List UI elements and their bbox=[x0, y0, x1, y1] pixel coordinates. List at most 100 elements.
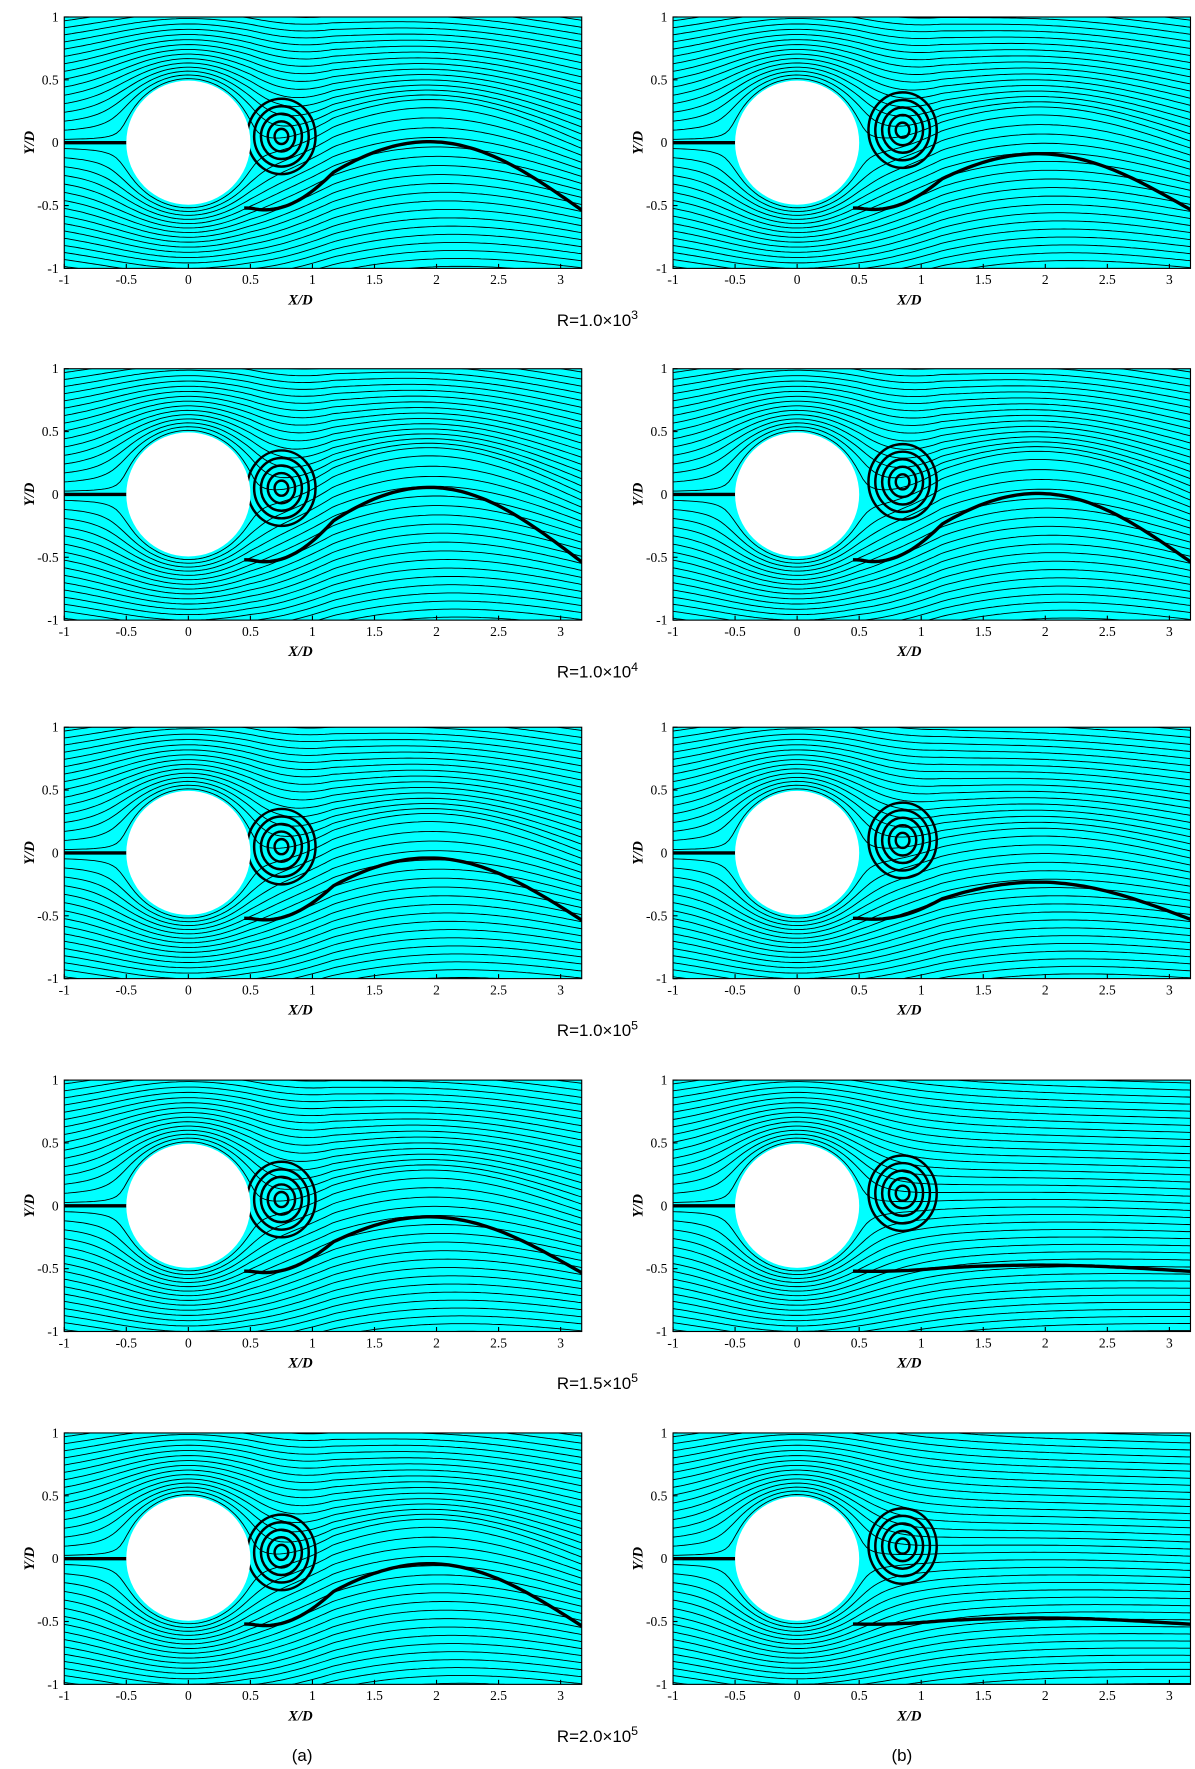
eddy bbox=[894, 1184, 911, 1203]
streamline bbox=[64, 336, 585, 359]
streamline bbox=[673, 1287, 1191, 1322]
x-axis-label: X/D bbox=[287, 644, 313, 660]
x-tick-label: -1 bbox=[59, 272, 70, 287]
streamline bbox=[64, 1008, 585, 1031]
eddy bbox=[887, 1529, 918, 1563]
streamline bbox=[64, 1469, 582, 1515]
streamline bbox=[673, 670, 1194, 688]
streamline bbox=[64, 16, 582, 42]
eddy bbox=[266, 1183, 297, 1216]
streamline bbox=[64, 1080, 582, 1105]
streamline bbox=[64, 920, 582, 969]
y-tick-label: -0.5 bbox=[37, 908, 59, 923]
streamline bbox=[64, 953, 582, 979]
cylinder bbox=[735, 80, 860, 205]
x-tick-label: 1 bbox=[918, 272, 925, 287]
streamline bbox=[64, 1659, 582, 1685]
streamline bbox=[673, 1141, 1191, 1204]
panel: -1 -0.5 0 0.5 1 1.5 2 2.5 3 -1 -0.5 0 0.5 1 X/D Y/D bbox=[631, 361, 1194, 673]
x-tick-label: 2.5 bbox=[490, 624, 507, 639]
streamline bbox=[64, 475, 582, 568]
streamline bbox=[673, 276, 1194, 303]
streamline bbox=[673, 195, 1191, 248]
x-tick-label: 1 bbox=[918, 624, 925, 639]
streamline bbox=[64, 1609, 582, 1664]
streamline bbox=[673, 754, 1191, 795]
y-tick-label: 1 bbox=[52, 1425, 59, 1440]
row-label: R=1.0×103 bbox=[557, 308, 638, 330]
streamline bbox=[673, 66, 1191, 121]
cylinder bbox=[126, 80, 251, 205]
y-axis-label: Y/D bbox=[22, 1546, 38, 1570]
streamline bbox=[64, 1023, 585, 1042]
y-axis-label: Y/D bbox=[22, 130, 38, 154]
y-tick-label: -0.5 bbox=[646, 1261, 668, 1276]
streamline bbox=[64, 107, 582, 209]
x-tick-label: -0.5 bbox=[724, 982, 746, 997]
streamline bbox=[673, 1053, 1194, 1076]
streamline bbox=[1013, 617, 1130, 621]
streamline bbox=[394, 616, 528, 621]
eddy bbox=[259, 464, 304, 513]
streamline bbox=[673, 1450, 1191, 1486]
streamline bbox=[673, 694, 1194, 716]
x-axis-label: X/D bbox=[896, 1708, 922, 1724]
streamline bbox=[64, 694, 585, 717]
streamline bbox=[64, 1016, 585, 1038]
streamline bbox=[673, 1236, 1191, 1288]
streamline bbox=[673, 169, 1191, 233]
streamline bbox=[673, 1097, 1191, 1133]
x-tick-label: 1.5 bbox=[975, 982, 992, 997]
x-tick-label: 0.5 bbox=[851, 1688, 868, 1703]
streamline bbox=[673, 927, 1191, 969]
streamline bbox=[673, 585, 1191, 621]
streamline bbox=[64, 62, 582, 114]
streamline bbox=[673, 569, 1191, 616]
x-tick-label: 1.5 bbox=[366, 272, 383, 287]
streamline bbox=[673, 649, 1194, 673]
streamline bbox=[673, 236, 1191, 269]
streamline bbox=[64, 1091, 582, 1127]
y-tick-label: 0.5 bbox=[42, 424, 59, 439]
y-tick-label: 0 bbox=[52, 135, 59, 150]
x-tick-label: 2 bbox=[433, 1688, 440, 1703]
streamline bbox=[64, 117, 582, 212]
streamline bbox=[64, 584, 582, 621]
streamline bbox=[64, 830, 582, 923]
streamline bbox=[673, 981, 1194, 1007]
streamline bbox=[673, 375, 1191, 408]
streamline bbox=[64, 592, 582, 621]
y-axis-label: Y/D bbox=[22, 1194, 38, 1218]
y-tick-label: -1 bbox=[47, 1324, 58, 1339]
streamline bbox=[64, 1565, 582, 1640]
streamline bbox=[956, 1323, 1191, 1332]
streamline bbox=[673, 70, 1191, 128]
streamline bbox=[673, 1308, 1191, 1332]
streamline bbox=[673, 1712, 1194, 1732]
streamline bbox=[64, 1699, 585, 1725]
streamline bbox=[64, 183, 582, 243]
y-tick-label: 1 bbox=[52, 10, 59, 25]
streamline bbox=[673, 1486, 1191, 1543]
streamline bbox=[673, 368, 1191, 394]
streamline bbox=[64, 1555, 582, 1636]
streamline bbox=[673, 1433, 1191, 1465]
streamline bbox=[436, 1330, 497, 1332]
streamlines bbox=[64, 694, 585, 1038]
streamline bbox=[673, 727, 1191, 752]
x-tick-label: 1.5 bbox=[975, 272, 992, 287]
streamline bbox=[673, 1338, 1194, 1361]
streamline bbox=[64, 49, 582, 92]
streamline bbox=[64, 1490, 582, 1551]
eddy bbox=[887, 465, 918, 499]
streamline bbox=[673, 516, 1191, 585]
y-tick-label: 0 bbox=[52, 845, 59, 860]
x-tick-label: 1 bbox=[309, 624, 316, 639]
x-tick-label: 3 bbox=[557, 272, 564, 287]
streamline bbox=[64, 1102, 582, 1141]
streamline bbox=[673, 299, 1194, 322]
streamline bbox=[673, 284, 1194, 310]
streamline bbox=[673, 429, 1191, 494]
streamline bbox=[316, 600, 582, 621]
eddy bbox=[867, 1154, 938, 1233]
